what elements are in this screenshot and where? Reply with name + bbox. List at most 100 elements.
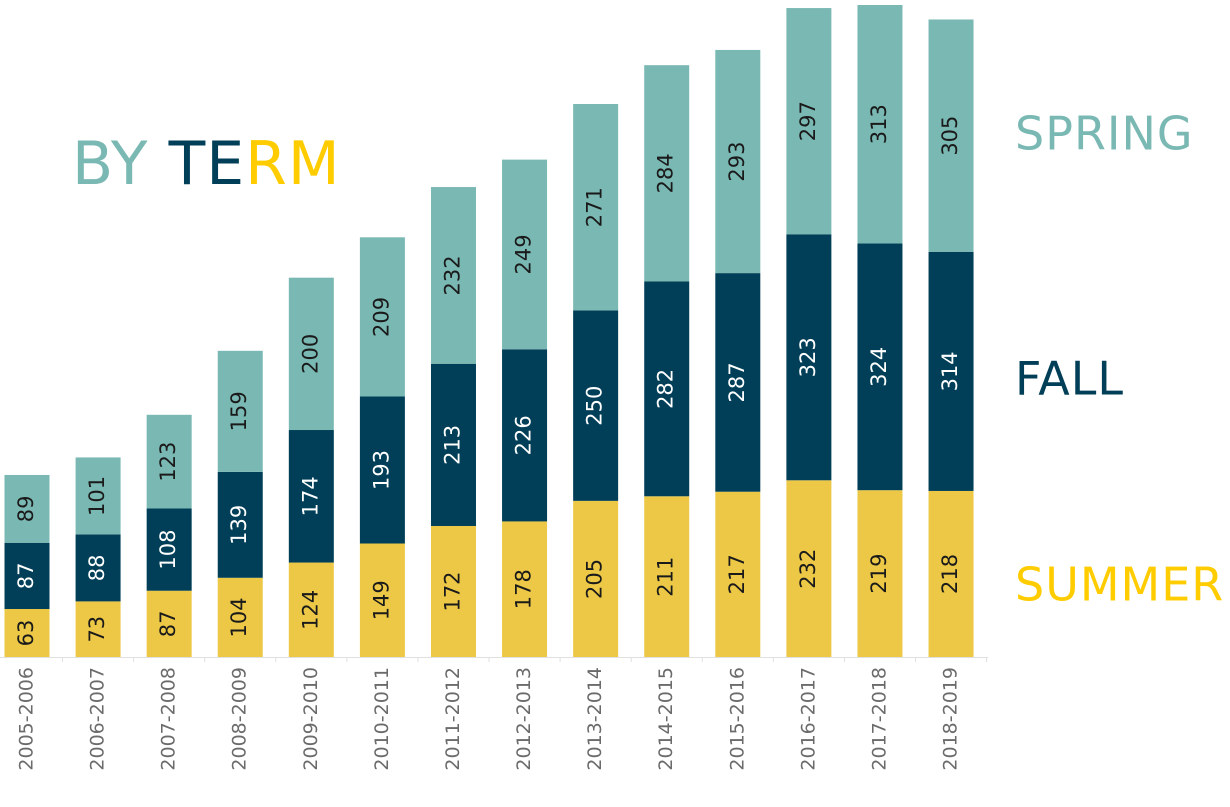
bar-segment: [928, 19, 974, 252]
value-label: 284: [654, 153, 678, 193]
value-label: 87: [156, 610, 180, 637]
value-label: 205: [583, 559, 607, 599]
value-label: 226: [512, 415, 536, 455]
value-label: 124: [298, 590, 322, 630]
x-tick-label: 2018-2019: [940, 667, 962, 771]
value-label: 178: [512, 569, 536, 609]
x-tick-label: 2015-2016: [726, 667, 748, 771]
value-label: 287: [725, 362, 749, 402]
value-label: 108: [156, 530, 180, 570]
bar-segment: [786, 234, 832, 481]
bar-segment: [430, 187, 476, 364]
bar-segment: [928, 490, 974, 657]
bar-segment: [644, 496, 690, 657]
bar-segment: [75, 457, 121, 535]
value-label: 209: [369, 297, 393, 337]
value-label: 271: [583, 187, 607, 227]
value-label: 193: [369, 450, 393, 490]
bar-segment: [217, 577, 263, 657]
bar-segment: [217, 350, 263, 472]
bar-segment: [4, 609, 50, 657]
bar-segment: [715, 491, 761, 657]
bar-segment: [359, 543, 405, 657]
bar-segment: [928, 251, 974, 491]
bar-segment: [502, 349, 548, 522]
value-label: 159: [227, 391, 251, 431]
x-tick-label: 2006-2007: [87, 667, 109, 771]
value-label: 174: [298, 476, 322, 516]
bar-segment: [644, 281, 690, 497]
x-tick-label: 2016-2017: [797, 667, 819, 771]
value-label: 200: [298, 334, 322, 374]
value-label: 313: [867, 104, 891, 144]
value-label: 218: [938, 554, 962, 594]
value-label: 232: [796, 549, 820, 589]
value-label: 314: [938, 351, 962, 391]
bar-segment: [146, 590, 192, 657]
bar-segment: [502, 521, 548, 657]
bar-segment: [430, 525, 476, 657]
value-label: 213: [440, 425, 464, 465]
bar-segment: [146, 414, 192, 509]
bar-segment: [573, 310, 619, 501]
x-tick-label: 2008-2009: [229, 667, 251, 771]
value-label: 217: [725, 554, 749, 594]
bar-segment: [715, 273, 761, 492]
value-label: 88: [85, 555, 109, 582]
value-label: 63: [14, 620, 38, 647]
bar-segment: [4, 542, 50, 610]
bar-segment: [4, 474, 50, 543]
bar-segment: [715, 49, 761, 274]
bar-segment: [502, 159, 548, 350]
bar-segment: [857, 5, 903, 244]
value-label: 87: [14, 563, 38, 590]
value-label: 297: [796, 101, 820, 141]
x-tick-label: 2014-2015: [655, 667, 677, 771]
legend-label: SUMMER: [1015, 558, 1224, 612]
bar-segment: [857, 243, 903, 491]
value-label: 282: [654, 369, 678, 409]
value-label: 305: [938, 116, 962, 156]
bar-segment: [288, 430, 334, 563]
value-label: 250: [583, 386, 607, 426]
bar-segment: [857, 490, 903, 657]
x-tick-label: 2007-2008: [158, 667, 180, 771]
value-label: 293: [725, 141, 749, 181]
bar-segment: [430, 363, 476, 526]
x-tick-label: 2017-2018: [868, 667, 890, 771]
bar-segment: [75, 601, 121, 657]
value-label: 211: [654, 557, 678, 597]
value-label: 139: [227, 505, 251, 545]
value-label: 123: [156, 442, 180, 482]
value-label: 324: [867, 347, 891, 387]
bar-segment: [359, 396, 405, 544]
bar-segment: [573, 500, 619, 657]
bar-segment: [217, 471, 263, 578]
x-tick-label: 2011-2012: [442, 667, 464, 771]
value-label: 219: [867, 554, 891, 594]
chart-title: BY TERM: [72, 129, 341, 199]
bar-segment: [644, 65, 690, 282]
bar-segment: [288, 562, 334, 657]
value-label: 249: [512, 234, 536, 274]
value-label: 172: [440, 571, 464, 611]
x-tick-label: 2013-2014: [584, 667, 606, 771]
bar-segment: [288, 277, 334, 431]
value-label: 89: [14, 495, 38, 522]
bar-segment: [786, 8, 832, 235]
x-tick-label: 2010-2011: [371, 667, 393, 771]
legend-label: FALL: [1015, 352, 1124, 406]
bar-segment: [786, 480, 832, 657]
bar-segment: [573, 104, 619, 311]
x-tick-label: 2005-2006: [16, 667, 38, 771]
value-label: 232: [440, 255, 464, 295]
value-label: 104: [227, 597, 251, 637]
bar-segment: [359, 237, 405, 397]
value-label: 101: [85, 476, 109, 516]
value-label: 73: [85, 616, 109, 643]
legend-label: SPRING: [1015, 107, 1194, 161]
x-tick-label: 2009-2010: [300, 667, 322, 771]
bar-segment: [75, 534, 121, 602]
value-label: 323: [796, 337, 820, 377]
